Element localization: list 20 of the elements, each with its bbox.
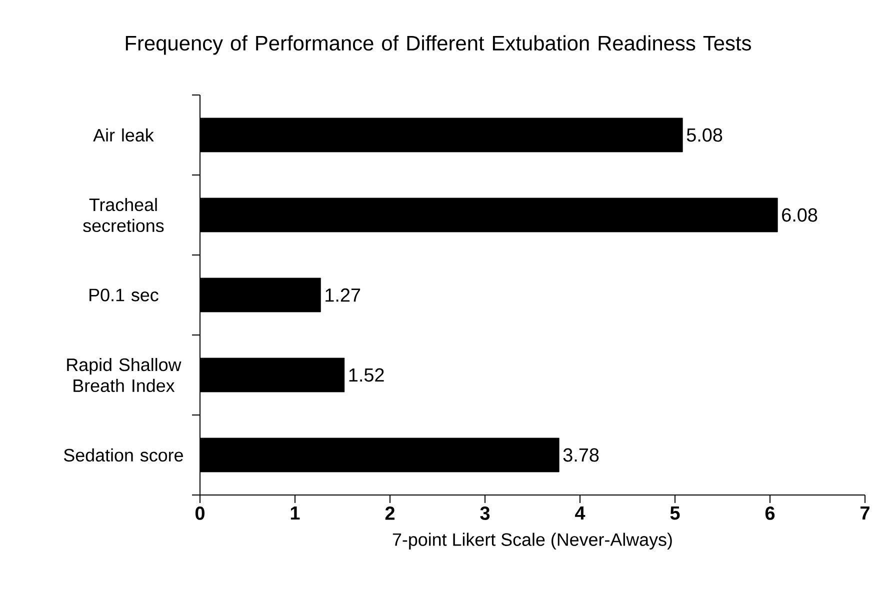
data-label: 6.08 bbox=[782, 208, 818, 222]
x-tick-label: 6 bbox=[765, 506, 775, 520]
data-label: 1.52 bbox=[349, 368, 384, 382]
y-tick-label: Tracheal secretions bbox=[83, 198, 164, 232]
data-label: 5.08 bbox=[686, 128, 722, 142]
x-tick-label: 0 bbox=[195, 506, 204, 520]
x-tick-label: 7 bbox=[860, 506, 870, 520]
y-tick-label: Rapid Shallow Breath Index bbox=[67, 358, 182, 392]
x-tick-label: 2 bbox=[385, 506, 395, 520]
x-tick-label: 1 bbox=[290, 506, 300, 520]
y-tick-label: Sedation score bbox=[64, 448, 183, 462]
y-tick-label: P0.1 sec bbox=[90, 288, 158, 302]
x-axis-title: 7-point Likert Scale (Never-Always) bbox=[392, 532, 672, 550]
x-tick-label: 3 bbox=[480, 506, 490, 520]
data-label: 1.27 bbox=[326, 288, 360, 302]
x-tick-label: 5 bbox=[670, 506, 680, 520]
chart-title: Frequency of Performance of Different Extubation Readiness Tests bbox=[126, 35, 751, 55]
y-tick-label: Air leak bbox=[93, 128, 154, 142]
x-tick-label: 4 bbox=[575, 506, 586, 520]
data-label: 3.78 bbox=[563, 448, 599, 462]
